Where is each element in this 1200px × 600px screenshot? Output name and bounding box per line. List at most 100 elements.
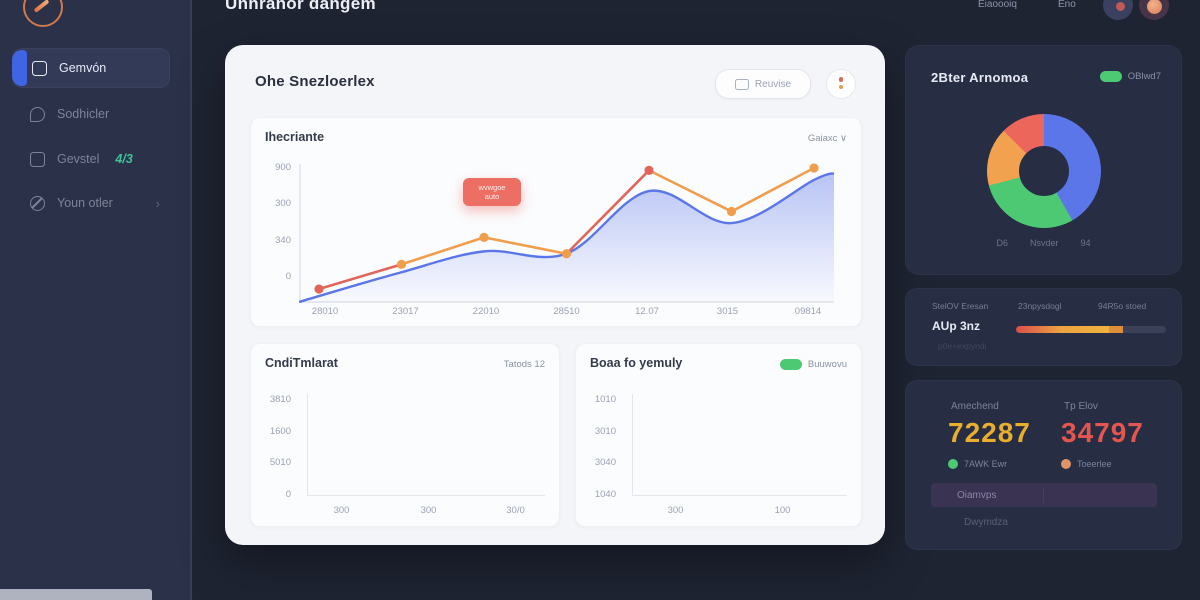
chat-bubble-icon: [30, 106, 45, 122]
filter-button[interactable]: Reuvise: [715, 69, 811, 99]
y-tick: 3040: [594, 457, 616, 469]
y-tick: 3010: [594, 425, 616, 437]
y-tick: 0: [285, 488, 291, 500]
avatar-face: [1147, 0, 1162, 14]
x-tick: 30/0: [506, 505, 525, 516]
bar-chart-1-x-axis: 300 300 30/0: [315, 505, 576, 516]
progress-col-label-1: StelOV Eresan: [932, 301, 989, 311]
app-logo-icon[interactable]: [23, 0, 63, 27]
main-card: Ohe Snezloerlex Reuvise Ihecriante Gaiax…: [225, 45, 885, 545]
stat-left-value: 72287: [948, 417, 1031, 448]
box-icon: [30, 151, 45, 167]
bar-plot: [307, 394, 545, 496]
line-chart-y-axis: 900 300 340 0: [257, 162, 291, 282]
y-tick: 340: [275, 234, 291, 246]
x-tick: 12.07: [635, 306, 659, 317]
sidebar-item-4[interactable]: Youn otler ›: [12, 189, 170, 217]
y-tick: 0: [285, 270, 291, 282]
legend-label: Toeerlee: [1077, 459, 1112, 469]
x-tick: 3015: [716, 306, 739, 317]
y-tick: 900: [275, 162, 291, 173]
progress-row-label: AUp 3nz: [932, 319, 980, 333]
donut-card-title: 2Bter Arnomoa: [931, 70, 1029, 85]
bar-chart-2-legend: Buuwovu: [779, 359, 847, 371]
stat-left-label: Amechend: [951, 401, 999, 412]
logo-slash: [33, 0, 50, 13]
green-dot-icon: [948, 459, 958, 469]
progress-card: StelOV Eresan 23npysdogl 94R5o stoed AUp…: [905, 288, 1182, 366]
sidebar-item-label: Gevstel: [57, 152, 100, 166]
bar-chart-2-x-axis: 300 100: [640, 505, 854, 516]
x-tick: 09814: [794, 306, 822, 317]
stat-right-legend: Toeerlee: [1061, 459, 1112, 469]
progress-footnote: p0e+expyndi: [938, 341, 987, 351]
user-avatar[interactable]: [1139, 0, 1169, 20]
legend-label: 7AWK Ewr: [964, 459, 1008, 469]
donut-footer-labels: D6 Nsvder 94: [906, 238, 1181, 248]
topbar-text-2[interactable]: Eno: [1058, 0, 1076, 10]
donut-footer-label: 94: [1080, 238, 1091, 248]
bar-chart-1-title: CndiTmlarat: [265, 356, 338, 370]
line-chart-svg: [299, 163, 834, 304]
donut-card-legend[interactable]: OBlwd7: [1099, 71, 1161, 82]
topbar-text-1[interactable]: Eiaoooiq: [978, 0, 1017, 10]
chart-tooltip: wvwgoe auto: [463, 178, 521, 206]
x-tick: 300: [420, 505, 437, 516]
x-tick: 300: [667, 505, 684, 516]
page-title: Unnrahor dangem: [225, 0, 376, 13]
line-chart-x-axis: 28010 23017 22010 28510 12.07 3015 09814: [299, 306, 834, 317]
progress-segment: [1109, 326, 1123, 333]
y-tick: 5010: [269, 457, 291, 469]
y-tick: 1040: [594, 488, 616, 500]
sidebar-item-badge: 4/3: [115, 152, 133, 166]
x-tick: 28010: [311, 306, 339, 317]
dot-icon: [838, 84, 843, 89]
line-chart-title: Ihecriante: [265, 130, 325, 144]
x-tick: 23017: [392, 306, 419, 317]
stat-right-label: Tp Elov: [1064, 401, 1098, 412]
bar-chart-1-subtitle[interactable]: Tatods 12: [503, 359, 545, 370]
donut-hole: [1019, 146, 1069, 196]
legend-label: Buuwovu: [807, 359, 847, 371]
tooltip-line: auto: [484, 192, 500, 201]
bar-plot: [632, 394, 847, 496]
legend-pill-icon: [779, 359, 802, 370]
notification-avatar[interactable]: [1103, 0, 1133, 20]
bar-chart-2-y-axis: 1010 3010 3040 1040: [584, 394, 616, 500]
divider: [1043, 487, 1044, 503]
stats-card: Amechend Tp Elov 72287 34797 7AWK Ewr To…: [905, 380, 1182, 550]
sidebar-item-1[interactable]: Gemvón: [12, 48, 170, 88]
donut-chart: [987, 114, 1101, 228]
y-tick: 1010: [594, 394, 616, 405]
stats-action-bar-label: Oiamvps: [957, 489, 997, 501]
progress-col-label-2: 23npysdogl: [1018, 301, 1062, 311]
dot-icon: [838, 77, 843, 82]
tag-icon: [734, 78, 749, 90]
bar-chart-panel-1: CndiTmlarat Tatods 12 3810 1600 5010 0 3…: [250, 343, 560, 527]
bar-group-container: [316, 394, 539, 495]
sidebar-item-label: Sodhicler: [57, 107, 110, 121]
x-tick: 300: [333, 505, 350, 516]
stat-left-legend: 7AWK Ewr: [948, 459, 1007, 469]
bar-chart-panel-2: Boaa fo yemuly Buuwovu 1010 3010 3040 10…: [575, 343, 862, 527]
bottom-strip: [0, 589, 152, 600]
stats-action-bar[interactable]: Oiamvps: [931, 483, 1157, 507]
bar-chart-1-y-axis: 3810 1600 5010 0: [259, 394, 291, 500]
more-options-button[interactable]: [826, 69, 856, 99]
sidebar-item-3[interactable]: Gevstel 4/3: [12, 145, 170, 173]
orange-dot-icon: [1061, 459, 1071, 469]
chevron-right-icon: ›: [155, 195, 160, 211]
sidebar-item-label: Gemvón: [59, 61, 107, 75]
sidebar-item-2[interactable]: Sodhicler: [12, 100, 170, 128]
stats-footer[interactable]: Dwymdza: [964, 517, 1008, 528]
legend-pill-icon: [1099, 71, 1122, 82]
line-chart-dropdown[interactable]: Gaiaxc ∨: [807, 133, 847, 144]
notification-dot: [1116, 2, 1125, 11]
stat-right-value: 34797: [1061, 417, 1144, 448]
x-tick: 28510: [553, 306, 580, 317]
y-tick: 300: [275, 198, 291, 210]
progress-bar: [1016, 326, 1166, 333]
bar-group-container: [641, 394, 841, 495]
slashed-circle-icon: [30, 195, 45, 211]
